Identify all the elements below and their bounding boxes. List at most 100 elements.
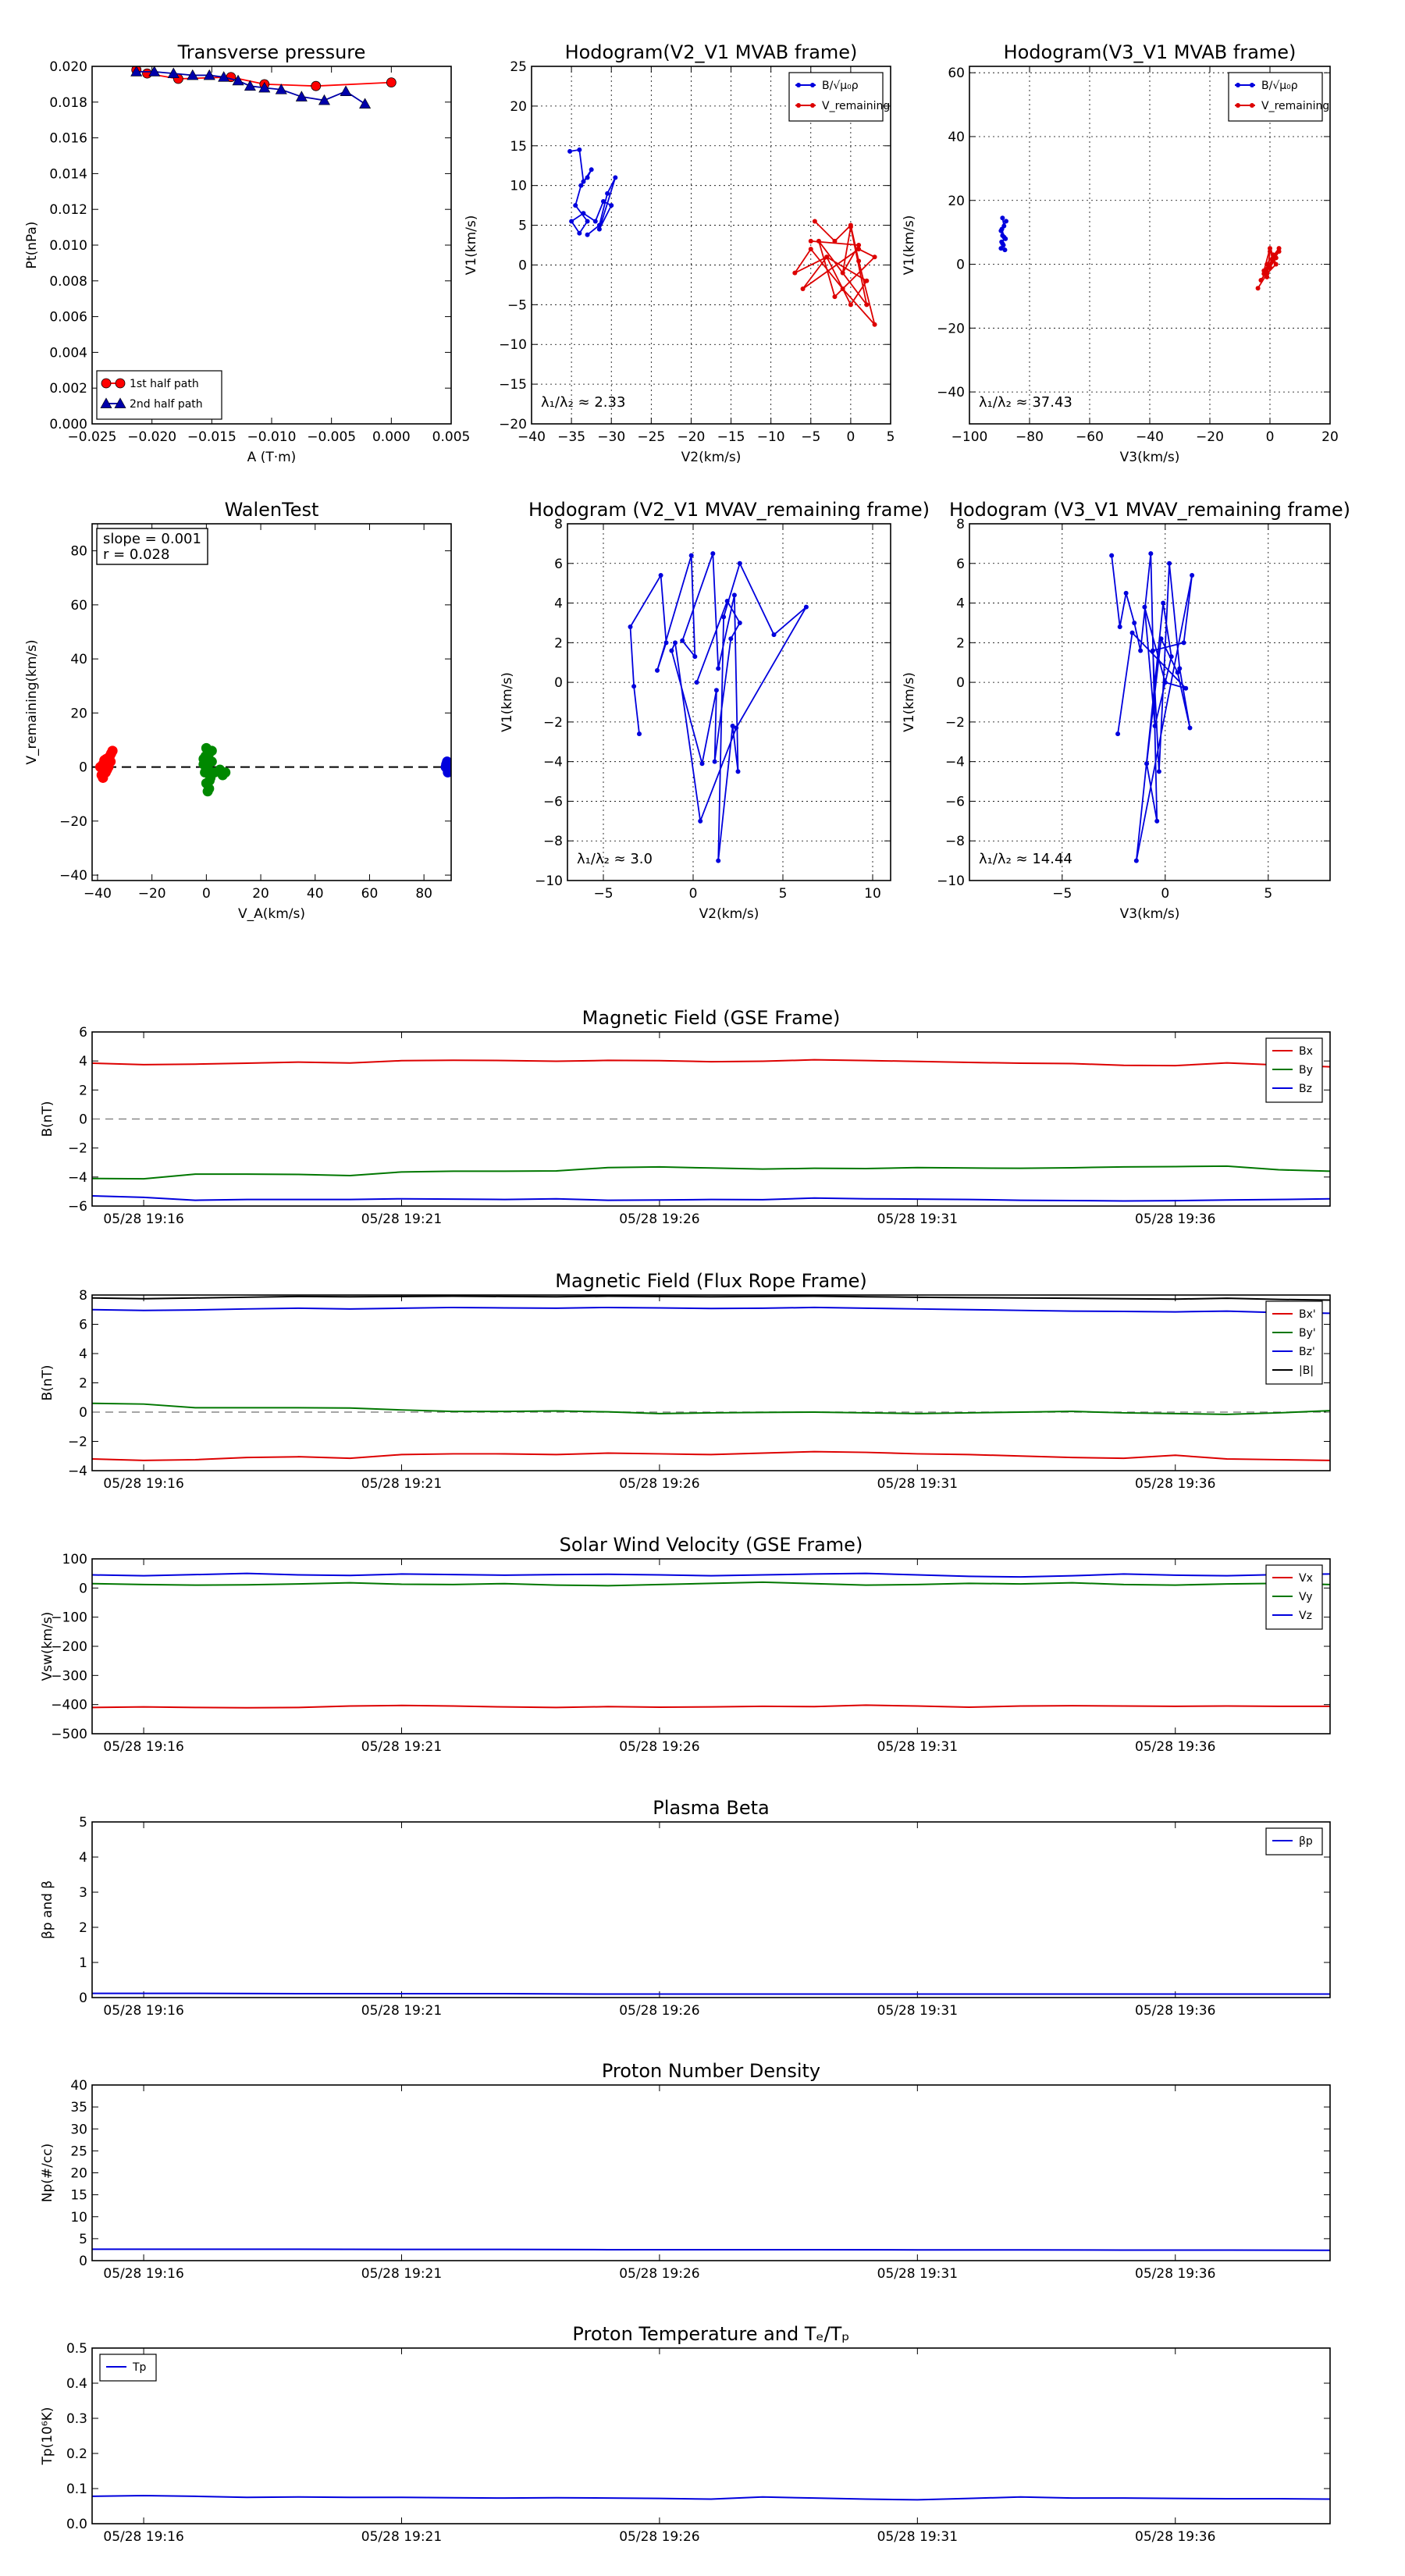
y-tick-label: 8 [79,1288,87,1304]
y-tick-label: 8 [956,517,965,532]
series-b--point [1000,215,1005,221]
y-tick-label: 0.004 [49,345,87,361]
y-tick-label: 25 [510,59,527,75]
x-tick-label: 05/28 19:16 [103,1739,183,1755]
series-2nd-half-path-point [130,66,143,76]
annotation-line: slope = 0.001 [103,531,201,547]
y-tick-label: 0.2 [66,2446,87,2462]
series-0-point [728,636,734,642]
y-tick-label: 40 [70,652,87,667]
series-v-remaining-point [856,243,862,247]
y-tick-label: −2 [68,1141,87,1157]
legend-label: |B| [1299,1364,1314,1377]
legend: Tp [99,2354,157,2382]
y-tick-label: −8 [543,834,563,849]
series-0-point [735,769,741,774]
series-1st-half-path-point [311,80,322,91]
y-tick-label: 8 [554,517,563,532]
series-b--point [605,190,610,196]
legend-box [1228,72,1323,122]
series-b--point [999,226,1005,232]
series-2nd-half-path-point [318,94,330,105]
legend-marker [1250,83,1254,87]
series-by--line [92,1402,1330,1415]
y-tick-label: 0.0 [66,2517,87,2532]
y-tick-label: 4 [79,1054,87,1069]
y-tick-label: 5 [79,1815,87,1831]
x-tick-label: −100 [951,429,988,445]
y-tick-label: 20 [510,99,527,115]
series-b--point [573,203,578,208]
series-0-line [1111,553,1193,861]
y-tick-label: 4 [79,1347,87,1362]
y-axis-label: V1(km/s) [464,215,479,276]
series-bx--line [92,1450,1330,1461]
series-0-point [710,551,716,557]
y-tick-label: −20 [59,814,87,830]
y-tick-label: −4 [68,1170,87,1186]
y-tick-label: 0 [79,1405,87,1421]
y-tick-label: −300 [51,1668,87,1684]
legend-box [788,72,884,122]
axes-frame [531,66,891,425]
series-0-point [98,766,109,777]
y-tick-label: −10 [937,873,965,889]
x-tick-label: −20 [138,886,166,902]
x-tick-label: 20 [1321,429,1339,445]
series-b--point [569,219,574,224]
y-tick-label: −500 [51,1727,87,1742]
legend-label: Vz [1299,1610,1312,1622]
series-v-remaining-point [812,219,817,224]
chart-vel: Solar Wind Velocity (GSE Frame) 05/28 19:… [40,1534,1331,1755]
series-0-point [680,638,685,643]
x-axis-label: V2(km/s) [699,906,759,922]
y-tick-label: 0.020 [49,59,87,75]
legend-marker [114,397,126,408]
plot-area [92,2494,1330,2501]
series-0-point [716,666,721,671]
x-tick-label: 5 [887,429,895,445]
chart-hodo1: Hodogram(V2_V1 MVAB frame) −40 −35 −30 −25 −2… [464,41,895,465]
x-tick-label: 05/28 19:16 [103,2266,183,2282]
series-v-remaining-point [856,258,862,264]
series-1-point [198,759,209,770]
x-tick-label: 0.005 [432,429,471,445]
y-tick-label: −20 [499,417,527,432]
y-tick-label: 0 [79,1581,87,1596]
legend-label: Tp [132,2361,147,2374]
y-axis-label: V1(km/s) [500,672,515,732]
series-0-point [1123,590,1129,596]
axes-frame [91,1031,1331,1207]
x-tick-label: 0.000 [372,429,411,445]
series-b--point [578,183,584,188]
x-tick-label: −15 [717,429,745,445]
y-tick-label: 100 [62,1552,87,1567]
y-tick-label: 6 [956,557,965,572]
series-0-point [1129,630,1135,635]
series-1-point [202,786,213,797]
legend: Vx Vy Vz [1265,1564,1323,1630]
series-0-point [1142,604,1147,610]
axes-frame [91,1821,1331,1998]
x-tick-label: −0.020 [127,429,176,445]
chart-mag_gse: Magnetic Field (GSE Frame) 05/28 19:16 05/… [40,1007,1331,1227]
series-0-point [737,620,742,625]
series-v-remaining-point [864,278,870,283]
y-tick-label: 0.012 [49,202,87,218]
x-tick-label: 0 [1266,429,1275,445]
x-tick-label: 05/28 19:26 [619,2266,699,2282]
y-tick-label: 40 [70,2078,87,2094]
x-tick-label: 05/28 19:31 [877,1212,958,1227]
x-tick-label: 05/28 19:36 [1135,1476,1215,1492]
series-0-point [1175,670,1180,675]
series-v-remaining-point [1270,252,1275,258]
x-tick-label: 05/28 19:31 [877,2529,958,2545]
x-tick-label: −10 [757,429,785,445]
y-tick-label: 60 [948,66,965,81]
series-b--point [585,175,590,180]
chart-title: Proton Number Density [602,2060,820,2082]
y-tick-label: −20 [937,321,965,336]
y-tick-label: 10 [510,179,527,194]
series-v-remaining-point [1261,271,1267,276]
series-0-point [721,614,727,620]
